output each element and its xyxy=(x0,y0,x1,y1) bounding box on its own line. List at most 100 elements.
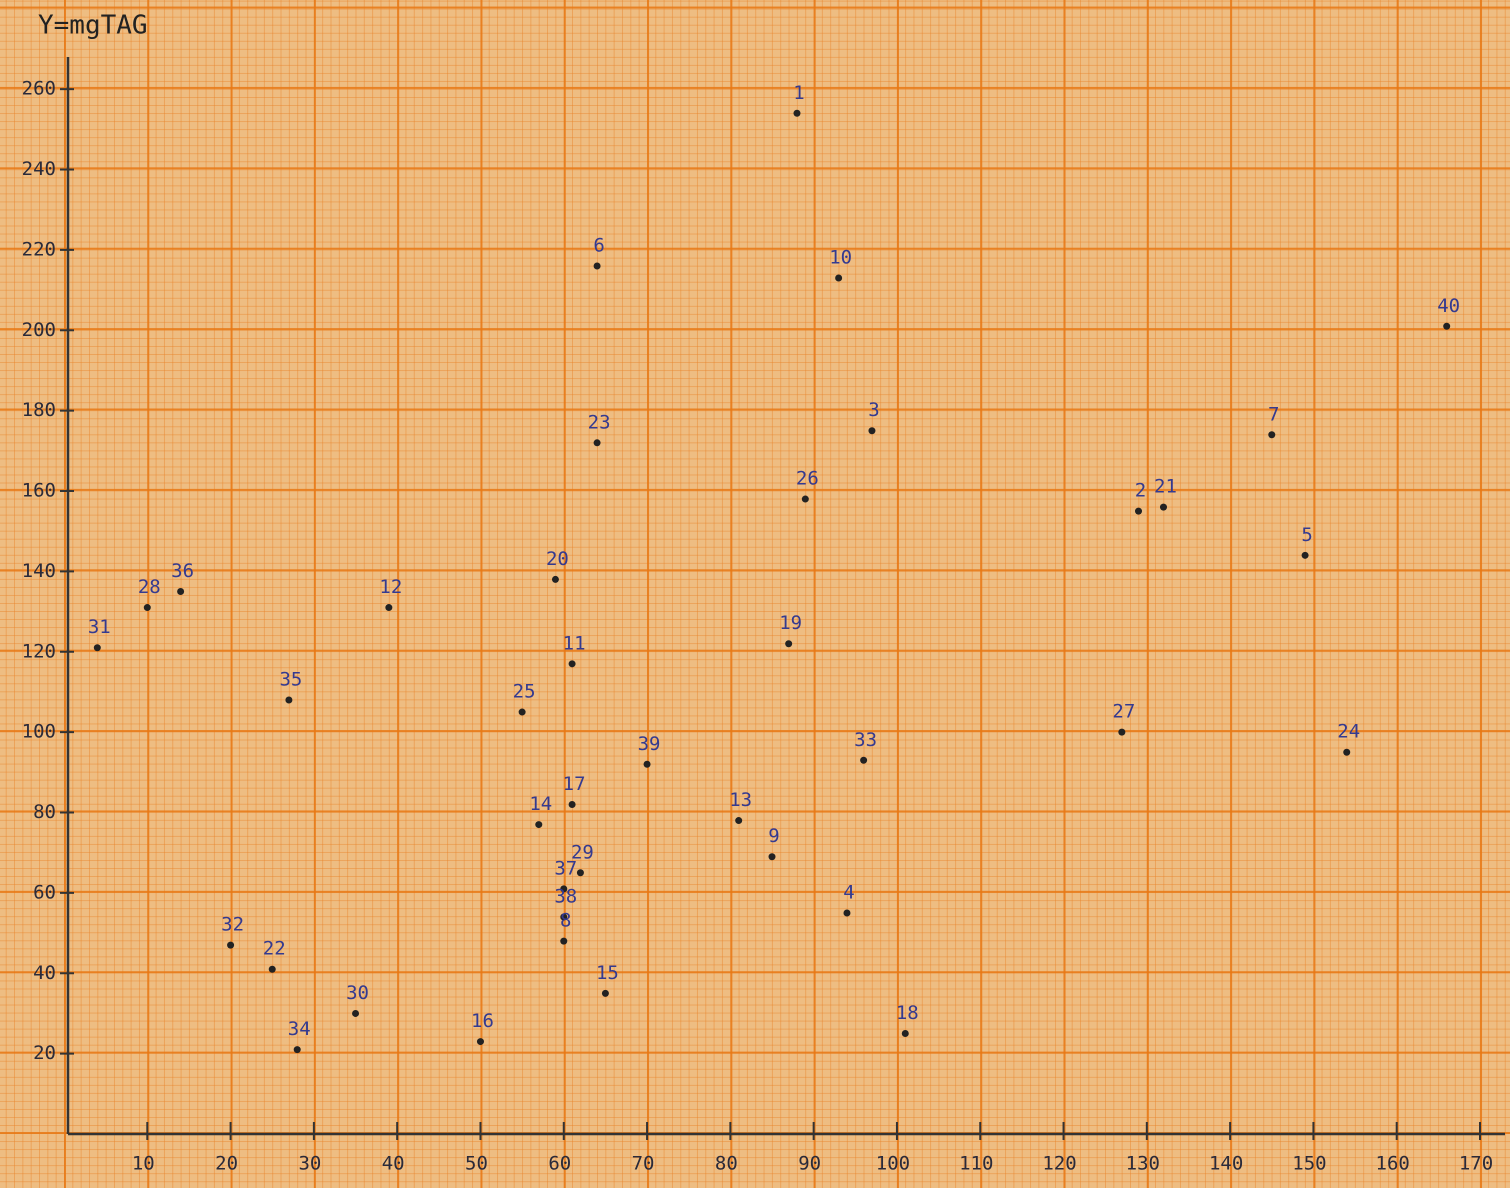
point xyxy=(552,576,559,583)
x-tick-label: 40 xyxy=(382,1153,405,1175)
point xyxy=(535,821,542,828)
point-label: 19 xyxy=(779,612,802,634)
point-label: 32 xyxy=(221,914,244,936)
x-tick-label: 140 xyxy=(1209,1153,1243,1175)
y-tick-label: 140 xyxy=(22,560,56,582)
point xyxy=(569,801,576,808)
y-tick-label: 40 xyxy=(33,962,56,984)
point xyxy=(769,853,776,860)
point-label: 5 xyxy=(1301,524,1312,546)
point-label: 9 xyxy=(768,825,779,847)
point-label: 16 xyxy=(471,1010,494,1032)
point xyxy=(94,644,101,651)
point-label: 31 xyxy=(88,616,111,638)
y-tick-label: 240 xyxy=(22,158,56,180)
point-label: 3 xyxy=(868,399,879,421)
y-tick-label: 260 xyxy=(22,78,56,100)
point xyxy=(1343,749,1350,756)
y-tick-label: 200 xyxy=(22,319,56,341)
x-tick-label: 100 xyxy=(876,1153,910,1175)
point xyxy=(177,588,184,595)
point xyxy=(1443,323,1450,330)
point-label: 34 xyxy=(288,1018,311,1040)
point-label: 36 xyxy=(171,560,194,582)
x-tick-label: 60 xyxy=(548,1153,571,1175)
point-label: 20 xyxy=(546,548,569,570)
point xyxy=(560,938,567,945)
x-tick-label: 130 xyxy=(1126,1153,1160,1175)
point xyxy=(594,439,601,446)
point-label: 40 xyxy=(1437,295,1460,317)
point xyxy=(269,966,276,973)
point-label: 26 xyxy=(796,468,819,490)
y-tick-label: 20 xyxy=(33,1042,56,1064)
point-label: 25 xyxy=(513,681,536,703)
point-label: 15 xyxy=(596,962,619,984)
x-tick-label: 20 xyxy=(215,1153,238,1175)
point xyxy=(1268,431,1275,438)
point xyxy=(577,869,584,876)
point xyxy=(843,909,850,916)
point xyxy=(793,110,800,117)
point-label: 38 xyxy=(554,885,577,907)
x-tick-label: 30 xyxy=(298,1153,321,1175)
point xyxy=(868,427,875,434)
point-label: 2 xyxy=(1135,480,1146,502)
x-tick-label: 70 xyxy=(632,1153,655,1175)
point xyxy=(1302,552,1309,559)
point xyxy=(860,757,867,764)
y-tick-label: 160 xyxy=(22,480,56,502)
point-label: 13 xyxy=(729,789,752,811)
point xyxy=(294,1046,301,1053)
x-tick-label: 150 xyxy=(1292,1153,1326,1175)
point-label: 8 xyxy=(560,910,571,932)
point xyxy=(144,604,151,611)
y-tick-label: 60 xyxy=(33,881,56,903)
point xyxy=(1160,504,1167,511)
point xyxy=(835,275,842,282)
point-label: 4 xyxy=(843,881,854,903)
point xyxy=(902,1030,909,1037)
x-tick-label: 80 xyxy=(715,1153,738,1175)
point-label: 17 xyxy=(563,773,586,795)
point-label: 6 xyxy=(593,234,604,256)
x-tick-label: 110 xyxy=(959,1153,993,1175)
point xyxy=(785,640,792,647)
point xyxy=(285,696,292,703)
point-label: 14 xyxy=(529,793,552,815)
y-axis-label: Y=mgTAG xyxy=(38,11,148,41)
point xyxy=(477,1038,484,1045)
y-tick-label: 180 xyxy=(22,399,56,421)
point-label: 35 xyxy=(279,668,302,690)
x-tick-label: 90 xyxy=(798,1153,821,1175)
point-label: 27 xyxy=(1112,701,1135,723)
point-label: 33 xyxy=(854,729,877,751)
point-label: 24 xyxy=(1337,721,1360,743)
x-tick-label: 120 xyxy=(1042,1153,1076,1175)
point-label: 23 xyxy=(588,411,611,433)
point-label: 39 xyxy=(638,733,661,755)
point xyxy=(594,262,601,269)
point-label: 37 xyxy=(554,857,577,879)
point-label: 7 xyxy=(1268,403,1279,425)
point xyxy=(735,817,742,824)
point-label: 28 xyxy=(138,576,161,598)
y-tick-label: 100 xyxy=(22,721,56,743)
point-label: 11 xyxy=(563,632,586,654)
point-label: 1 xyxy=(793,82,804,104)
point xyxy=(227,942,234,949)
point-label: 18 xyxy=(896,1002,919,1024)
x-tick-label: 10 xyxy=(132,1153,155,1175)
point xyxy=(385,604,392,611)
x-tick-label: 160 xyxy=(1376,1153,1410,1175)
point xyxy=(1135,508,1142,515)
x-tick-label: 170 xyxy=(1459,1153,1493,1175)
point xyxy=(352,1010,359,1017)
point-label: 10 xyxy=(829,247,852,269)
point xyxy=(802,496,809,503)
point-label: 22 xyxy=(263,938,286,960)
y-tick-label: 80 xyxy=(33,801,56,823)
point xyxy=(519,709,526,716)
y-tick-label: 220 xyxy=(22,238,56,260)
y-tick-label: 120 xyxy=(22,640,56,662)
